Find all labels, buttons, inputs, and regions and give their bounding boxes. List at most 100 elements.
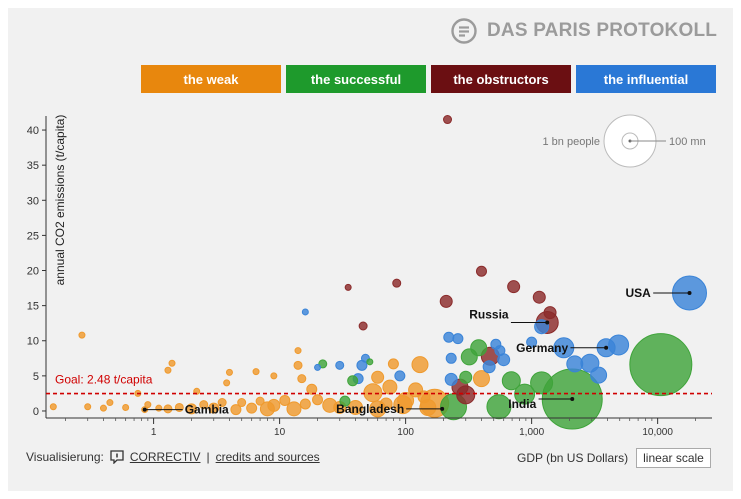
data-point-influential xyxy=(445,352,457,364)
y-tick-label: 40 xyxy=(27,125,39,137)
data-point-obstructors xyxy=(358,321,368,331)
data-point-obstructors xyxy=(475,265,487,277)
data-point-obstructors xyxy=(543,306,557,320)
data-point-successful xyxy=(501,371,521,391)
data-point-influential xyxy=(314,363,322,371)
tab-the-successful[interactable]: the successful xyxy=(286,65,426,93)
data-point-obstructors xyxy=(443,115,453,125)
data-point-successful xyxy=(318,359,328,369)
annotation-dot xyxy=(687,290,692,295)
credits-and-sources-link[interactable]: credits and sources xyxy=(215,450,320,464)
data-point-successful xyxy=(339,395,351,407)
document-lines-icon xyxy=(451,18,477,44)
data-point-weak xyxy=(237,398,247,408)
data-point-influential xyxy=(566,355,584,373)
y-tick-label: 35 xyxy=(27,160,39,172)
data-point-influential xyxy=(443,331,455,343)
y-tick-label: 0 xyxy=(33,406,39,418)
data-point-influential xyxy=(394,370,406,382)
brand-title: DAS PARIS PROTOKOLL xyxy=(487,20,718,41)
data-point-weak xyxy=(225,368,233,376)
y-tick-label: 10 xyxy=(27,336,39,348)
data-point-successful xyxy=(366,358,374,366)
y-tick-label: 15 xyxy=(27,301,39,313)
data-point-successful xyxy=(486,394,512,420)
y-axis-label: annual CO2 emissions (t/capita) xyxy=(53,115,67,286)
data-point-influential xyxy=(494,345,506,357)
data-point-weak xyxy=(270,372,278,380)
visualisierung-label: Visualisierung: xyxy=(26,450,104,464)
points-layer xyxy=(49,115,708,430)
x-axis-label: GDP (bn US Dollars) xyxy=(517,451,629,465)
data-point-weak xyxy=(252,368,260,376)
data-point-influential xyxy=(482,360,496,374)
annotation-gambia: Gambia xyxy=(185,403,229,417)
x-tick-label: 10 xyxy=(274,427,286,438)
data-point-weak xyxy=(99,404,107,412)
y-tick-label: 30 xyxy=(27,195,39,207)
tab-the-obstructors[interactable]: the obstructors xyxy=(431,65,571,93)
data-point-weak xyxy=(223,379,231,387)
annotation-dot xyxy=(545,320,550,325)
data-point-weak xyxy=(312,394,324,406)
annotation-germany: Germany xyxy=(516,341,568,355)
goal-label: Goal: 2.48 t/capita xyxy=(55,373,153,387)
data-point-weak xyxy=(411,356,429,374)
footer-controls: GDP (bn US Dollars) linear scale xyxy=(517,448,711,468)
y-tick-label: 20 xyxy=(27,266,39,278)
tab-the-weak[interactable]: the weak xyxy=(141,65,281,93)
size-legend-large-label: 100 mn xyxy=(669,136,706,148)
data-point-weak xyxy=(294,347,302,355)
data-point-influential xyxy=(526,336,538,348)
data-point-obstructors xyxy=(344,283,352,291)
data-point-obstructors xyxy=(532,290,546,304)
data-point-weak xyxy=(84,403,92,411)
data-point-influential xyxy=(534,319,550,335)
data-point-weak xyxy=(155,404,163,412)
correctiv-link[interactable]: CORRECTIV xyxy=(129,450,201,464)
data-point-weak xyxy=(472,370,490,388)
data-point-weak xyxy=(164,366,172,374)
data-point-obstructors xyxy=(507,280,521,294)
data-point-weak xyxy=(379,397,393,411)
data-point-influential xyxy=(590,366,608,384)
data-point-weak xyxy=(144,401,152,409)
data-point-weak xyxy=(371,370,385,384)
data-point-weak xyxy=(106,399,114,407)
data-point-weak xyxy=(246,402,258,414)
data-point-weak xyxy=(417,390,431,404)
data-point-weak xyxy=(382,379,398,395)
data-point-influential xyxy=(444,372,458,386)
annotation-bangladesh: Bangladesh xyxy=(336,402,404,416)
annotation-dot xyxy=(142,407,147,412)
data-point-weak xyxy=(297,374,307,384)
data-point-weak xyxy=(230,404,242,416)
data-point-obstructors xyxy=(392,278,402,288)
data-point-weak xyxy=(306,383,318,395)
data-point-weak xyxy=(168,359,176,367)
data-point-weak xyxy=(78,331,86,339)
data-point-weak xyxy=(122,403,130,411)
brand-header: DAS PARIS PROTOKOLL xyxy=(451,18,717,44)
data-point-weak xyxy=(174,402,184,412)
data-point-weak xyxy=(387,358,399,370)
data-point-weak xyxy=(199,400,209,410)
tab-the-influential[interactable]: the influential xyxy=(576,65,716,93)
data-point-weak xyxy=(299,398,311,410)
annotations-layer: USA Russia Germany India Bangladesh Gambia xyxy=(142,286,692,417)
linear-scale-button[interactable]: linear scale xyxy=(636,448,711,468)
data-point-weak xyxy=(163,404,173,414)
x-tick-label: 1 xyxy=(151,427,157,438)
annotation-dot xyxy=(440,406,445,411)
size-legend-small-label: 1 bn people xyxy=(543,136,601,148)
data-point-weak xyxy=(293,360,303,370)
data-point-successful xyxy=(459,370,473,384)
y-tick-label: 5 xyxy=(33,371,39,383)
data-point-weak xyxy=(347,399,363,415)
data-point-weak xyxy=(363,383,383,403)
x-tick-label: 1,000 xyxy=(519,427,544,438)
data-point-influential xyxy=(452,333,464,345)
annotation-dot xyxy=(570,397,575,402)
data-point-influential xyxy=(301,308,309,316)
